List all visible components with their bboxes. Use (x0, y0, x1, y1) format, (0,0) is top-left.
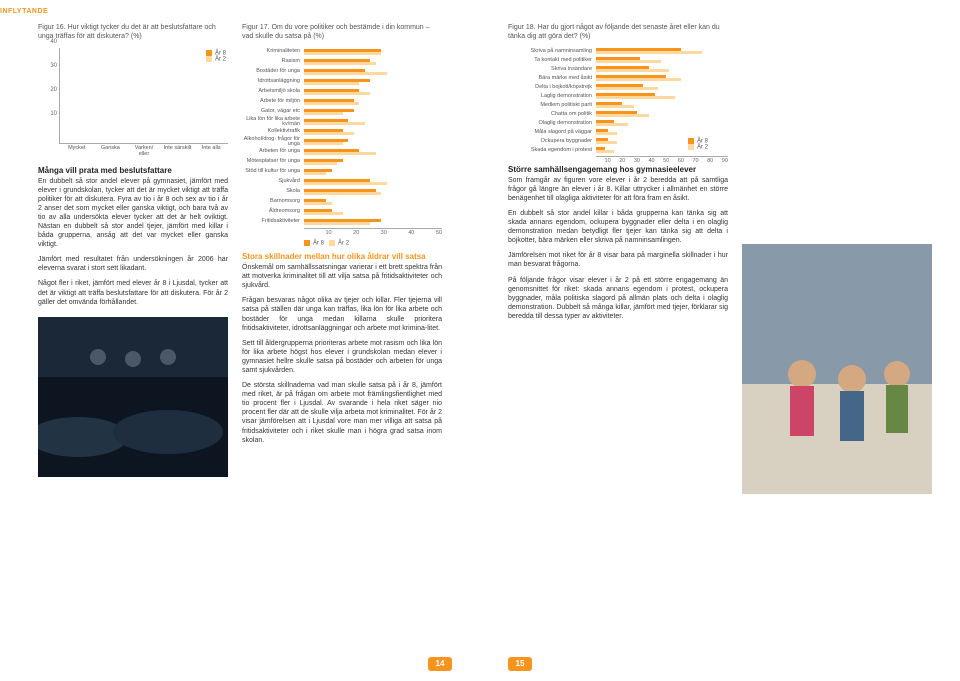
left-p2: Jämfört med resultatet från undersökning… (38, 255, 228, 273)
mid-p2: Frågan besvaras något olika av tjejer oc… (242, 296, 442, 332)
left-p3: Något fler i riket, jämfört med elever å… (38, 279, 228, 306)
section-label: INFLYTANDE (0, 8, 48, 15)
fig17-title: Figur 17. Om du vore politiker och bestä… (242, 24, 442, 42)
left-h1: Många vill prata med beslutsfattare (38, 166, 228, 175)
right-h1: Större samhällsengagemang hos gymnasieel… (508, 165, 728, 174)
right-p4: På följande frågor visar elever i år 2 p… (508, 276, 728, 321)
right-p2: En dubbelt så stor andel killar i båda g… (508, 209, 728, 245)
photo-audience (38, 317, 228, 477)
fig16-chart: 10203040MycketGanskaVarken/ ellerInte sä… (38, 48, 228, 158)
photo-kids (742, 244, 932, 494)
fig17-legend: År 8 År 2 (304, 240, 442, 247)
right-p3: Jämförelsen mot riket för år 8 visar bar… (508, 251, 728, 269)
fig17-chart: KriminalitetenRasismBostäder för ungaIdr… (242, 48, 442, 236)
fig16-title: Figur 16. Hur viktigt tycker du det är a… (38, 24, 228, 42)
pagenum-right: 15 (508, 657, 532, 671)
fig18-title: Figur 18. Har du gjort något av följande… (508, 24, 728, 42)
mid-p1: Önskemål om samhällssatsningar varierar … (242, 263, 442, 290)
left-p1: En dubbelt så stor andel elever på gymna… (38, 177, 228, 250)
mid-h1: Stora skillnader mellan hur olika åldrar… (242, 252, 442, 261)
pagenum-left: 14 (428, 657, 452, 671)
right-p1: Som framgår av figuren vore elever i år … (508, 176, 728, 203)
mid-p4: De största skillnaderna vad man skulle s… (242, 381, 442, 445)
fig18-legend: År 8 År 2 (688, 138, 728, 151)
mid-p3: Sett till åldergrupperna prioriteras arb… (242, 339, 442, 375)
